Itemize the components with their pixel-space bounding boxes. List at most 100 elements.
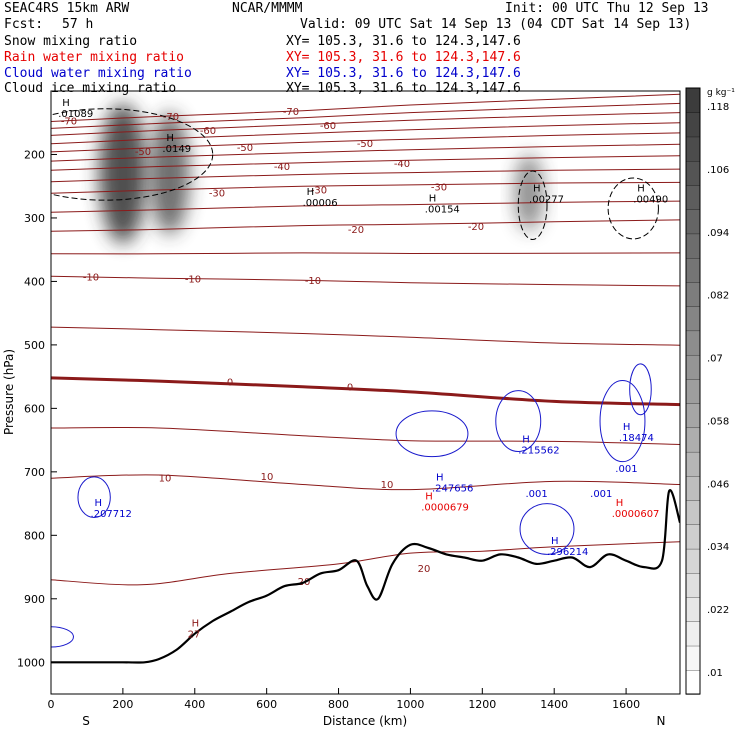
x-tick-label: 1000 xyxy=(396,698,424,711)
colorbar-swatch xyxy=(685,669,701,695)
field-name-snow: Snow mixing ratio xyxy=(4,34,138,49)
colorbar-swatch xyxy=(685,136,701,162)
temperature-contour-label: -50 xyxy=(237,143,253,154)
colorbar-swatch xyxy=(685,402,701,429)
temperature-contour-minor xyxy=(51,252,680,255)
x-axis-label: Distance (km) xyxy=(323,714,407,728)
colorbar-swatch xyxy=(685,306,701,332)
colorbar-frame xyxy=(685,87,701,695)
temperature-contour-minor xyxy=(51,122,680,145)
endpoint-left-label: S xyxy=(82,714,90,728)
colorbar-swatch xyxy=(685,475,701,501)
snow-shade-1 xyxy=(149,112,190,235)
colorbar-tick-label: .082 xyxy=(707,291,729,302)
cloud-water-contour xyxy=(629,363,652,416)
high-marker: H xyxy=(166,133,174,144)
cloud-contour-label: .001 xyxy=(525,489,547,500)
high-marker: H xyxy=(616,498,624,509)
x-tick-label: 800 xyxy=(328,698,349,711)
y-tick-label: 800 xyxy=(24,529,45,542)
cloud-water-contour xyxy=(51,626,74,648)
temperature-contour-label: -50 xyxy=(357,139,373,150)
forecast-label: Fcst: xyxy=(4,17,44,32)
y-tick-label: 700 xyxy=(24,466,45,479)
high-marker: H xyxy=(522,434,530,445)
temperature-contour-label: 10 xyxy=(159,474,172,485)
x-tick-label: 200 xyxy=(112,698,133,711)
high-value-label: .0149 xyxy=(162,144,191,155)
field-name-cloud-water: Cloud water mixing ratio xyxy=(4,66,192,81)
high-marker: H xyxy=(429,193,437,204)
colorbar-tick-label: .094 xyxy=(707,228,729,239)
temperature-contour-label: -20 xyxy=(468,222,484,233)
high-value-label: .00490 xyxy=(633,195,668,206)
high-value-label: 27 xyxy=(188,630,201,641)
colorbar-swatch xyxy=(685,112,701,138)
temperature-contour xyxy=(51,181,680,194)
y-tick-label: 500 xyxy=(24,339,45,352)
model-title: SEAC4RS 15km ARW xyxy=(4,1,130,16)
high-value-label: .00006 xyxy=(303,198,338,209)
high-value-label: .00277 xyxy=(529,195,564,206)
temperature-contour-label: -10 xyxy=(83,273,99,284)
high-marker: H xyxy=(192,619,200,630)
high-value-label: .207712 xyxy=(91,509,132,520)
forecast-hours: 57 h xyxy=(62,17,94,32)
field-name-cloud-ice: Cloud ice mixing ratio xyxy=(4,81,177,96)
colorbar-swatch xyxy=(685,572,701,598)
y-axis-label: Pressure (hPa) xyxy=(2,349,16,435)
field-name-rain: Rain water mixing ratio xyxy=(4,50,185,65)
colorbar-swatch xyxy=(685,645,701,671)
temperature-contour-label: -60 xyxy=(320,121,336,132)
temperature-contour xyxy=(51,219,680,232)
temperature-contour-minor xyxy=(51,326,680,346)
colorbar-swatch xyxy=(685,548,701,574)
temperature-contour-minor xyxy=(51,426,680,445)
cloud-ice-contour xyxy=(51,108,214,201)
colorbar-swatch xyxy=(685,330,701,356)
high-marker: H xyxy=(637,184,645,195)
high-marker: H xyxy=(551,536,559,547)
temperature-contour-label: -10 xyxy=(305,276,321,287)
colorbar-swatch xyxy=(685,233,701,259)
y-tick-label: 300 xyxy=(24,212,45,225)
x-tick-label: 1200 xyxy=(468,698,496,711)
cloud-water-contour xyxy=(519,503,575,555)
high-value-label: .215562 xyxy=(518,445,559,456)
colorbar-tick-label: .106 xyxy=(707,165,729,176)
colorbar-swatch xyxy=(685,160,701,186)
field-xy-snow: XY= 105.3, 31.6 to 124.3,147.6 xyxy=(286,34,521,49)
temperature-contour xyxy=(51,93,680,122)
colorbar-tick-label: .01 xyxy=(707,668,723,679)
field-xy-cloud-water: XY= 105.3, 31.6 to 124.3,147.6 xyxy=(286,66,521,81)
temperature-contour xyxy=(51,541,680,586)
colorbar-swatch xyxy=(685,378,701,404)
endpoint-right-label: N xyxy=(657,714,666,728)
high-marker: H xyxy=(533,184,541,195)
colorbar-tick-label: .046 xyxy=(707,479,729,490)
field-xy-rain: XY= 105.3, 31.6 to 124.3,147.6 xyxy=(286,50,521,65)
field-xy-cloud-ice: XY= 105.3, 31.6 to 124.3,147.6 xyxy=(286,81,521,96)
x-tick-label: 0 xyxy=(48,698,55,711)
temperature-contour-label: -70 xyxy=(61,117,77,128)
valid-time: Valid: 09 UTC Sat 14 Sep 13 (04 CDT Sat … xyxy=(300,17,692,32)
temperature-contour xyxy=(51,376,680,407)
colorbar-swatch xyxy=(685,354,701,380)
high-value-label: .296214 xyxy=(547,547,588,558)
colorbar-swatch xyxy=(685,451,701,477)
x-tick-label: 400 xyxy=(184,698,205,711)
temperature-contour-label: 0 xyxy=(227,378,233,389)
temperature-contour-label: -10 xyxy=(185,274,201,285)
axis-layer: 0 200 400 600 800 1000 1200 1400 160020030040050… xyxy=(17,148,640,711)
colorbar-swatch xyxy=(685,281,701,307)
colorbar-tick-label: .058 xyxy=(707,416,729,427)
colorbar-tick-label: .07 xyxy=(707,354,723,365)
x-tick-label: 1600 xyxy=(612,698,640,711)
temperature-contour-label: 10 xyxy=(381,480,394,491)
cloud-ice-contour xyxy=(517,170,548,241)
y-tick-label: 900 xyxy=(24,593,45,606)
cloud-water-contour xyxy=(599,379,646,463)
terrain-line xyxy=(51,489,680,664)
